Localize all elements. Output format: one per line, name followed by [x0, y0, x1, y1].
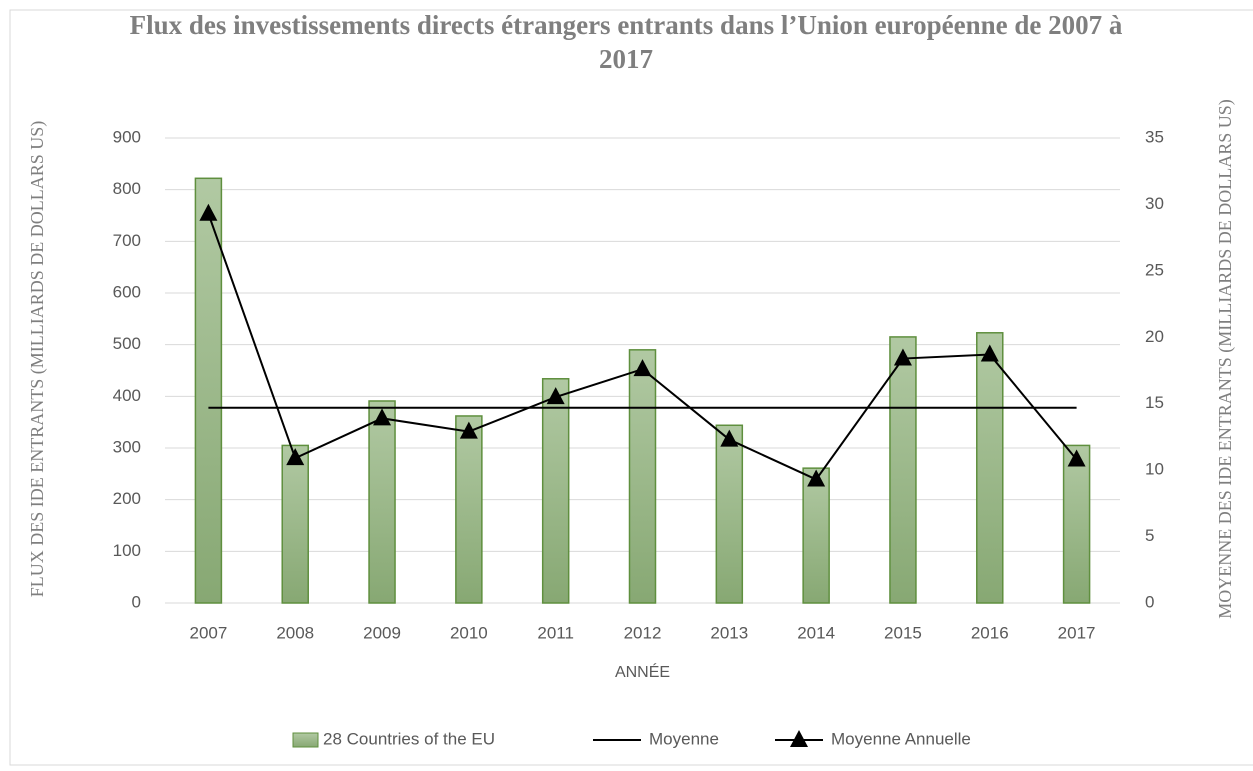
bar: [455, 415, 483, 604]
x-tick-label: 2017: [1058, 623, 1096, 642]
y-tick-label: 100: [113, 541, 141, 560]
line-marker: [373, 408, 392, 426]
x-tick-label: 2015: [884, 623, 922, 642]
bar: [976, 332, 1004, 604]
y-tick-label: 600: [113, 282, 141, 301]
line-marker: [720, 429, 739, 447]
line-marker: [633, 359, 652, 377]
line-marker: [199, 203, 218, 221]
bar: [194, 177, 223, 604]
y-tick-label: 500: [113, 334, 141, 353]
line-marker: [980, 344, 999, 362]
y2-tick-label: 35: [1145, 127, 1164, 146]
y2-tick-label: 15: [1145, 393, 1164, 412]
bar: [628, 349, 657, 604]
line-marker: [286, 448, 305, 466]
bar: [1062, 444, 1091, 604]
bar: [715, 424, 744, 604]
line-marker: [1067, 449, 1086, 467]
x-tick-label: 2013: [710, 623, 748, 642]
y-axis-label: FLUX DES IDE ENTRANTS (MILLIARDS DE DOLL…: [27, 120, 47, 598]
y-tick-label: 200: [113, 489, 141, 508]
line-marker: [459, 421, 478, 439]
y2-tick-label: 20: [1145, 327, 1164, 346]
x-tick-label: 2012: [624, 623, 662, 642]
bar: [541, 378, 570, 604]
x-tick-label: 2011: [537, 623, 574, 642]
y-tick-label: 400: [113, 386, 141, 405]
bar: [281, 444, 309, 604]
legend-label: Moyenne Annuelle: [831, 729, 971, 748]
legend-marker: [790, 730, 808, 747]
y2-tick-label: 25: [1145, 260, 1164, 279]
y-tick-label: 300: [113, 437, 141, 456]
y-tick-label: 900: [113, 127, 141, 146]
line-marker: [546, 387, 565, 405]
line-marker: [893, 348, 912, 366]
y2-tick-label: 30: [1145, 194, 1164, 213]
bar: [368, 400, 396, 604]
legend-label: 28 Countries of the EU: [323, 729, 495, 748]
bar: [889, 336, 917, 604]
legend-swatch: [292, 732, 319, 748]
chart-title: Flux des investissements directs étrange…: [129, 10, 1123, 74]
x-tick-label: 2008: [276, 623, 314, 642]
x-tick-label: 2007: [189, 623, 227, 642]
y2-tick-label: 0: [1145, 592, 1154, 611]
x-tick-label: 2016: [971, 623, 1009, 642]
legend-label: Moyenne: [649, 729, 719, 748]
y2-axis-label: MOYENNE DES IDE ENTRANTS (MILLIARDS DE D…: [1215, 99, 1235, 619]
x-tick-label: 2009: [363, 623, 401, 642]
x-tick-label: 2010: [450, 623, 488, 642]
x-axis-label: ANNÉE: [615, 662, 670, 681]
y2-tick-label: 5: [1145, 526, 1154, 545]
x-tick-label: 2014: [797, 623, 835, 642]
y-tick-label: 0: [132, 592, 141, 611]
y2-tick-label: 10: [1145, 460, 1164, 479]
bar: [802, 467, 830, 604]
y-tick-label: 800: [113, 179, 141, 198]
y-tick-label: 700: [113, 231, 141, 250]
line-marker: [807, 469, 826, 487]
